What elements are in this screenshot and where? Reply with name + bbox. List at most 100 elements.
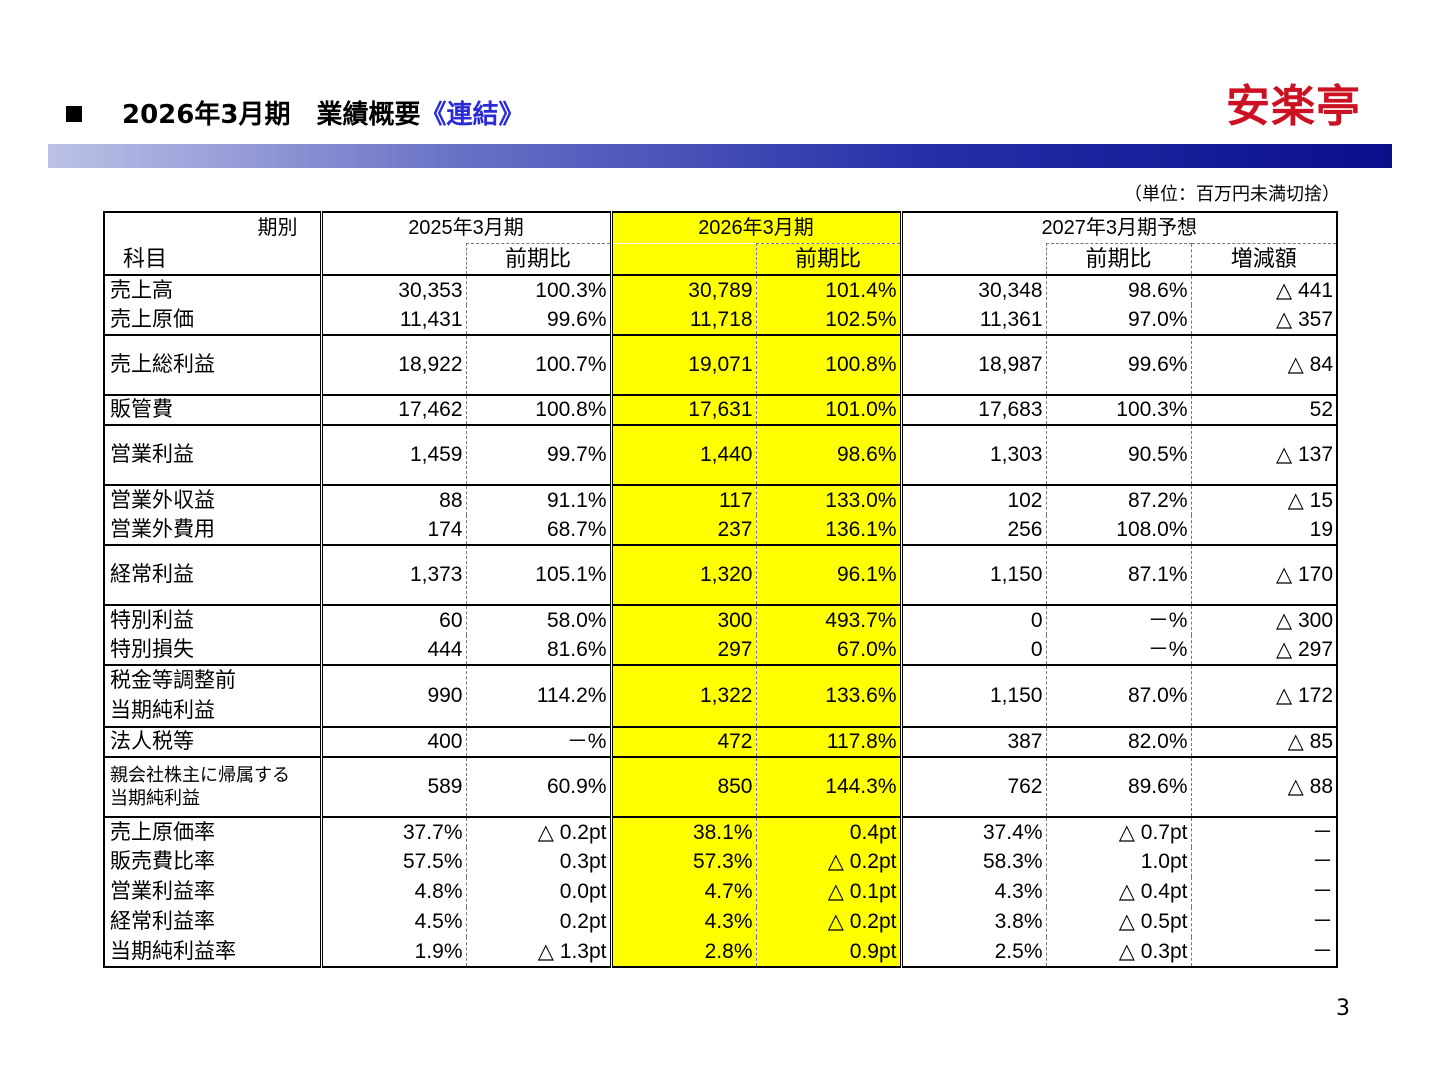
cell-2027-value: 762 xyxy=(899,756,1046,817)
cell-2026-value: 2.8% xyxy=(609,937,756,968)
table-row: 当期純利益率 1.9% △ 1.3pt 2.8% 0.9pt 2.5% △ 0.3pt － xyxy=(103,937,1339,968)
cell-2025-value: 18,922 xyxy=(319,334,466,395)
cell-2027-yoy: 1.0pt xyxy=(1045,847,1191,877)
cell-2027-yoy: △ 0.4pt xyxy=(1045,877,1191,907)
cell-2026-value: 472 xyxy=(609,726,756,757)
cell-2025-value: 17,462 xyxy=(319,394,466,425)
cell-2025-value: 60 xyxy=(319,604,466,635)
cell-2025-value: 400 xyxy=(319,726,466,757)
cell-2027-diff: △ 170 xyxy=(1190,544,1339,605)
cell-2025-value: 589 xyxy=(319,756,466,817)
cell-2027-value: 11,361 xyxy=(899,305,1046,335)
cell-2027-value: 2.5% xyxy=(899,937,1046,968)
cell-2025-value: 4.5% xyxy=(319,907,466,937)
cell-2027-value: 4.3% xyxy=(899,877,1046,907)
row-label: 親会社株主に帰属する 当期純利益 xyxy=(103,756,321,817)
cell-2026-yoy: △ 0.2pt xyxy=(755,907,901,937)
cell-2025-yoy: 99.6% xyxy=(465,305,611,335)
cell-2027-diff: － xyxy=(1190,847,1339,877)
cell-2027-diff: △ 84 xyxy=(1190,334,1339,395)
row-label-line1: 親会社株主に帰属する xyxy=(110,765,290,785)
cell-2026-value: 11,718 xyxy=(609,305,756,335)
table-row: 経常利益率 4.5% 0.2pt 4.3% △ 0.2pt 3.8% △ 0.5pt － xyxy=(103,907,1339,937)
table-row: 営業利益率 4.8% 0.0pt 4.7% △ 0.1pt 4.3% △ 0.4pt － xyxy=(103,877,1339,907)
cell-2025-yoy: 0.0pt xyxy=(465,877,611,907)
cell-2027-yoy: 98.6% xyxy=(1045,274,1191,305)
cell-2027-diff: △ 441 xyxy=(1190,274,1339,305)
cell-2026-yoy: 67.0% xyxy=(755,635,901,665)
cell-2027-value: 387 xyxy=(899,726,1046,757)
row-label: 販売費比率 xyxy=(103,847,321,877)
header-yoy-2025: 前期比 xyxy=(465,243,611,275)
cell-2027-value: 37.4% xyxy=(899,816,1046,847)
period-2027-forecast: 2027年3月期予想 xyxy=(899,211,1339,244)
square-bullet-icon xyxy=(66,106,82,122)
cell-2027-diff: 52 xyxy=(1190,394,1339,425)
cell-2027-diff: － xyxy=(1190,937,1339,968)
cell-2026-value: 4.7% xyxy=(609,877,756,907)
table-row: 売上原価 11,431 99.6% 11,718 102.5% 11,361 97.0% △ … xyxy=(103,305,1339,335)
row-label: 売上原価率 xyxy=(103,816,321,847)
cell-2027-yoy: －% xyxy=(1045,604,1191,635)
row-label: 売上原価 xyxy=(103,305,321,335)
cell-2025-value: 1,459 xyxy=(319,424,466,485)
cell-2025-yoy: 0.3pt xyxy=(465,847,611,877)
row-label: 営業利益 xyxy=(103,424,321,485)
financial-summary-table: 期別 2025年3月期 2026年3月期 2027年3月期予想 科目 前期比 前… xyxy=(103,211,1339,968)
title-main: 2026年3月期 業績概要 xyxy=(122,100,421,130)
cell-2025-yoy: △ 1.3pt xyxy=(465,937,611,968)
cell-2027-yoy: 82.0% xyxy=(1045,726,1191,757)
cell-2026-yoy: 101.4% xyxy=(755,274,901,305)
cell-2027-diff: － xyxy=(1190,907,1339,937)
table-row: 営業外費用 174 68.7% 237 136.1% 256 108.0% 19 xyxy=(103,515,1339,545)
cell-2027-diff: △ 88 xyxy=(1190,756,1339,817)
cell-2026-yoy: 98.6% xyxy=(755,424,901,485)
corner-item-label: 科目 xyxy=(103,243,321,275)
cell-2027-diff: △ 297 xyxy=(1190,635,1339,665)
header-row-sub: 科目 前期比 前期比 前期比 増減額 xyxy=(103,243,1339,275)
row-label: 営業外収益 xyxy=(103,484,321,515)
cell-2027-diff: △ 300 xyxy=(1190,604,1339,635)
table-row: 営業利益 1,459 99.7% 1,440 98.6% 1,303 90.5% △ 137 xyxy=(103,424,1339,485)
cell-2026-value: 237 xyxy=(609,515,756,545)
company-logo: 安楽亭 xyxy=(1226,81,1361,132)
header-blank xyxy=(319,243,466,275)
cell-2026-yoy: 96.1% xyxy=(755,544,901,605)
row-label: 売上高 xyxy=(103,274,321,305)
cell-2025-value: 990 xyxy=(319,664,466,727)
row-label: 特別利益 xyxy=(103,604,321,635)
cell-2026-value: 4.3% xyxy=(609,907,756,937)
cell-2025-value: 57.5% xyxy=(319,847,466,877)
cell-2026-yoy: 102.5% xyxy=(755,305,901,335)
cell-2025-yoy: 0.2pt xyxy=(465,907,611,937)
cell-2026-yoy: 133.6% xyxy=(755,664,901,727)
cell-2027-value: 30,348 xyxy=(899,274,1046,305)
row-label: 特別損失 xyxy=(103,635,321,665)
table-row: 税金等調整前 当期純利益 990 114.2% 1,322 133.6% 1,150 87.0… xyxy=(103,664,1339,727)
header-yoy-2027: 前期比 xyxy=(1045,243,1191,275)
table-row: 法人税等 400 －% 472 117.8% 387 82.0% △ 85 xyxy=(103,726,1339,757)
header-yoy-2026: 前期比 xyxy=(755,243,901,275)
cell-2025-value: 11,431 xyxy=(319,305,466,335)
table-row: 特別損失 444 81.6% 297 67.0% 0 －% △ 297 xyxy=(103,635,1339,665)
period-2026: 2026年3月期 xyxy=(609,211,901,244)
row-label: 販管費 xyxy=(103,394,321,425)
cell-2026-value: 297 xyxy=(609,635,756,665)
cell-2027-value: 3.8% xyxy=(899,907,1046,937)
cell-2027-yoy: 87.1% xyxy=(1045,544,1191,605)
cell-2026-value: 300 xyxy=(609,604,756,635)
cell-2027-value: 0 xyxy=(899,604,1046,635)
cell-2027-yoy: 108.0% xyxy=(1045,515,1191,545)
cell-2027-yoy: 90.5% xyxy=(1045,424,1191,485)
cell-2025-value: 30,353 xyxy=(319,274,466,305)
cell-2027-yoy: 87.2% xyxy=(1045,484,1191,515)
cell-2025-value: 444 xyxy=(319,635,466,665)
cell-2026-value: 1,320 xyxy=(609,544,756,605)
title-accent: 《連結》 xyxy=(420,100,525,130)
cell-2027-diff: △ 172 xyxy=(1190,664,1339,727)
cell-2027-yoy: △ 0.5pt xyxy=(1045,907,1191,937)
cell-2025-yoy: 100.8% xyxy=(465,394,611,425)
cell-2025-value: 88 xyxy=(319,484,466,515)
cell-2027-value: 1,150 xyxy=(899,664,1046,727)
row-label-line2: 当期純利益 xyxy=(110,788,200,808)
